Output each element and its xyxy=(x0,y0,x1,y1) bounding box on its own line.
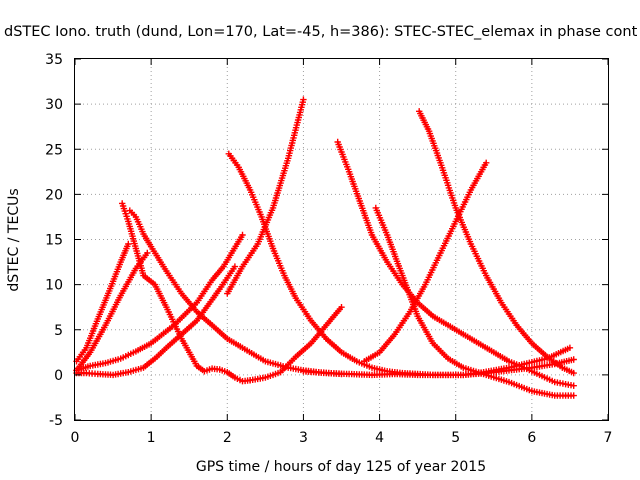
x-tick-label: 3 xyxy=(299,430,308,446)
y-tick-label: 35 xyxy=(45,52,63,68)
data-point xyxy=(570,369,577,377)
series-9 xyxy=(224,96,307,297)
series-7 xyxy=(246,304,345,384)
series-13 xyxy=(361,159,490,365)
series-line xyxy=(226,98,305,295)
data-point xyxy=(570,392,577,399)
series-12 xyxy=(372,204,577,399)
x-axis-title: GPS time / hours of day 125 of year 2015 xyxy=(196,459,486,475)
y-axis-title: dSTEC / TECUs xyxy=(6,188,22,291)
data-point xyxy=(239,231,246,239)
y-tick-label: 20 xyxy=(45,187,63,203)
series-11 xyxy=(334,138,577,389)
series-line xyxy=(418,110,575,375)
y-tick-label: 30 xyxy=(45,97,63,113)
plot-frame xyxy=(74,58,609,421)
series-14 xyxy=(416,108,577,377)
x-tick-label: 5 xyxy=(451,430,460,446)
x-tick-label: 1 xyxy=(147,430,156,446)
data-point xyxy=(125,240,132,248)
chart-title: dSTEC Iono. truth (dund, Lon=170, Lat=-4… xyxy=(4,24,638,40)
data-point xyxy=(231,263,239,270)
axis-ticks: 0 1 2 3 4 5 6 7 -5 0 5 10 15 20 25 30 35 xyxy=(45,52,612,446)
x-tick-label: 0 xyxy=(71,430,80,446)
data-point xyxy=(300,96,307,103)
grid xyxy=(75,59,608,420)
y-tick-label: 10 xyxy=(45,278,63,294)
x-tick-label: 2 xyxy=(223,430,232,446)
data-point xyxy=(570,356,577,363)
data-point xyxy=(483,159,490,166)
x-tick-label: 4 xyxy=(375,430,384,446)
series-group xyxy=(73,96,577,399)
data-point xyxy=(570,382,577,389)
series-5 xyxy=(119,200,254,385)
y-tick-label: 25 xyxy=(45,142,63,158)
data-point xyxy=(144,249,151,257)
y-tick-label: -5 xyxy=(49,413,63,429)
y-tick-label: 15 xyxy=(45,233,63,249)
x-tick-label: 7 xyxy=(604,430,613,446)
data-point xyxy=(566,344,574,351)
data-point xyxy=(338,304,345,311)
x-tick-label: 6 xyxy=(527,430,536,446)
y-tick-label: 0 xyxy=(54,368,63,384)
series-1 xyxy=(73,240,132,365)
y-tick-label: 5 xyxy=(54,323,63,339)
